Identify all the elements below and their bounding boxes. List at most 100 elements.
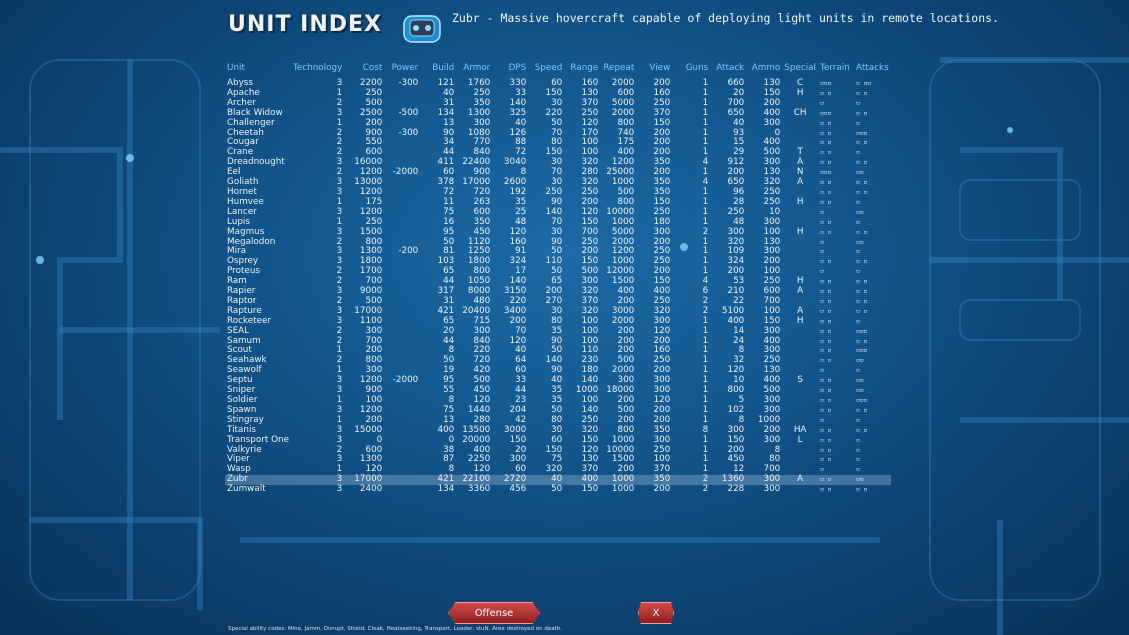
cell-range: 320: [581, 157, 599, 168]
table-row[interactable]: Cheetah 2 900 -300 90 1080 126 70 170 740 200 1 93 0 ▫…: [225, 128, 891, 139]
cell-attack: 14: [733, 325, 745, 336]
cell-range: 300: [581, 276, 599, 287]
table-row[interactable]: Lupis 1 250 16 350 48 70 150 1000 180 1 48 300 ▫ ▫ ▫: [225, 217, 891, 228]
col-speed[interactable]: Speed: [534, 63, 563, 73]
cell-unit-name: Dreadnought: [227, 157, 285, 168]
table-row[interactable]: Valkyrie 2 600 38 400 20 150 120 10000 250 1 200 8 ▫ …: [225, 445, 891, 456]
cell-speed: 35: [551, 395, 563, 405]
table-row[interactable]: Magmus 3 1500 95 450 120 30 700 5000 300 2 300 100 H ▫…: [225, 226, 891, 238]
table-row[interactable]: Cougar 2 550 34 770 88 80 100 175 200 1 15 400 ▫ ▫ ▫ ▫: [225, 138, 891, 148]
col-terrain[interactable]: Terrain: [819, 63, 850, 73]
table-row[interactable]: Abyss 3 2200 -300 121 1760 330 60 160 2000 200 1 660…: [225, 78, 891, 89]
cell-view: 300: [653, 315, 671, 326]
col-range[interactable]: Range: [570, 63, 599, 73]
table-row[interactable]: Soldier 1 100 8 120 23 35 100 200 120 1 5 300 ▫ ▫ ▫▫▫: [225, 395, 891, 406]
col-ammo[interactable]: Ammo: [751, 63, 781, 73]
table-row[interactable]: Scout 1 200 8 220 40 50 110 200 160 1 8 300 ▫ ▫ ▫▫▫: [225, 346, 891, 356]
table-row[interactable]: Seawolf 1 300 19 420 60 90 180 2000 200 1 120 130 ▫ ▫: [225, 365, 891, 376]
table-row[interactable]: Wasp 1 120 8 120 60 320 370 200 370 1 12 700 ▫ ▫: [225, 464, 891, 475]
cell-build: 50: [443, 236, 455, 247]
cell-range: 100: [581, 315, 599, 326]
cell-ammo: 300: [763, 434, 781, 445]
table-row[interactable]: Transport One 3 0 0 20000 150 60 150 1000 300 1 150…: [225, 434, 891, 446]
col-armor[interactable]: Armor: [463, 63, 491, 73]
table-row[interactable]: Humvee 1 175 11 263 35 90 200 800 150 1 28 250 H ▫ ▫ ▫: [225, 196, 891, 208]
table-row[interactable]: Titanis 3 15000 400 13500 3000 30 320 800 350 8 300…: [225, 424, 891, 436]
col-unit[interactable]: Unit: [227, 63, 245, 73]
table-row[interactable]: Septu 3 1200 -2000 95 500 33 40 140 300 300 1 10 400 S…: [225, 375, 891, 386]
table-row[interactable]: Rapier 3 9000 317 8000 3150 200 320 400 400 6 210 60…: [225, 286, 891, 297]
table-row[interactable]: Ram 2 700 44 1050 140 65 300 1500 150 4 53 250 H ▫ ▫ ▫ …: [225, 276, 891, 287]
cell-speed: 80: [551, 315, 563, 326]
table-row[interactable]: Apache 1 250 40 250 33 150 130 600 160 1 20 150 H ▫ ▫ ▫…: [225, 88, 891, 99]
cell-repeat: 3000: [611, 305, 635, 316]
col-guns[interactable]: Guns: [685, 63, 709, 73]
cell-armor: 1050: [467, 276, 491, 287]
table-row[interactable]: Seahawk 2 800 50 720 64 140 230 500 250 1 32 250 ▫ ▫ ▫…: [225, 355, 891, 366]
cell-dps: 3400: [503, 305, 527, 316]
table-row[interactable]: Eel 2 1200 -2000 60 900 8 70 280 25000 200 1 200 130 N…: [225, 167, 891, 178]
table-row[interactable]: Zumwalt 3 2400 134 3360 456 50 150 1000 200 2 228 30…: [225, 484, 891, 495]
table-row[interactable]: Osprey 3 1800 103 1800 324 110 150 1000 250 1 324 20…: [225, 256, 891, 267]
cell-terrain-icons: ▫▫▫: [819, 79, 832, 87]
table-row[interactable]: Rapture 3 17000 421 20400 3400 30 320 3000 320 2 51…: [225, 305, 891, 317]
table-row[interactable]: Samum 2 700 44 840 120 90 100 200 200 1 24 400 ▫ ▫ ▫ ▫: [225, 336, 891, 347]
table-row[interactable]: Challenger 1 200 13 300 40 50 120 800 150 1 40 300 ▫ …: [225, 118, 891, 129]
cell-cost: 1200: [359, 206, 383, 217]
cell-attacks-icons: ▫ ▫: [855, 88, 868, 97]
cell-special: C: [797, 78, 804, 88]
cell-cost: 800: [365, 355, 383, 366]
cell-special: HA: [793, 424, 807, 435]
col-technology[interactable]: Technology: [293, 63, 343, 73]
cell-ammo: 300: [746, 474, 783, 486]
cell-attack: 450: [727, 454, 745, 465]
cell-unit-name: Rocketeer: [227, 315, 272, 326]
col-attacks[interactable]: Attacks: [855, 63, 889, 73]
cell-technology: 1: [336, 345, 343, 356]
cell-terrain-icons: ▫ ▫: [819, 356, 832, 365]
table-row[interactable]: Stingray 1 200 13 280 42 80 250 200 200 1 8 1000 ▫ ▫: [225, 415, 891, 426]
cell-speed: 50: [551, 266, 563, 277]
col-dps[interactable]: DPS: [508, 63, 527, 73]
table-row[interactable]: Spawn 3 1200 75 1440 204 50 140 500 200 1 102 300 ▫ ▫…: [225, 404, 891, 416]
cell-attacks-icons: ▫▫▫: [855, 326, 868, 335]
table-row[interactable]: Lancer 3 1200 75 600 25 140 120 10000 250 1 250 10 ▫ ▫…: [225, 206, 891, 218]
cell-view: 300: [653, 226, 671, 237]
table-row[interactable]: Crane 2 600 44 840 72 150 100 400 200 1 29 500 T ▫ ▫ ▫: [225, 147, 891, 158]
table-row[interactable]: Zubr 3 17000 421 22100 2720 40 400 1000 350 2 1360 3…: [225, 474, 891, 486]
table-row[interactable]: Rocketeer 3 1100 65 715 200 80 100 2000 300 1 400 15…: [225, 315, 891, 327]
col-repeat[interactable]: Repeat: [603, 63, 635, 73]
table-row[interactable]: Mira 3 1300 -200 81 1250 91 50 200 1200 250 1 109 300…: [225, 247, 891, 257]
cell-guns: 1: [702, 196, 709, 207]
table-row[interactable]: Raptor 2 500 31 480 220 270 370 200 250 2 22 700 ▫ ▫ ▫…: [225, 296, 891, 307]
table-row[interactable]: Goliath 3 13000 378 17000 2600 30 320 1000 350 4 65…: [225, 177, 891, 188]
cell-attacks-icons: ▫▫: [855, 376, 864, 385]
table-row[interactable]: SEAL 2 300 20 300 70 35 100 200 120 1 14 300 ▫ ▫ ▫▫▫: [225, 325, 891, 337]
col-special[interactable]: Special: [784, 63, 816, 73]
table-row[interactable]: Black Widow 3 2500 -500 134 1300 325 220 250 2000…: [225, 108, 891, 119]
col-view[interactable]: View: [649, 63, 671, 73]
table-row[interactable]: Megalodon 2 800 50 1120 160 90 250 2000 200 1 320 13…: [225, 236, 891, 248]
cell-cost: 1700: [359, 266, 383, 277]
cell-guns: 1: [702, 256, 709, 267]
offense-button[interactable]: Offense: [448, 602, 540, 624]
cell-power: [384, 337, 420, 347]
col-attack[interactable]: Attack: [716, 63, 745, 73]
cell-speed: 70: [551, 167, 563, 178]
col-cost[interactable]: Cost: [362, 63, 383, 73]
table-row[interactable]: Sniper 3 900 55 450 44 35 1000 18000 300 1 800 500 ▫ …: [225, 385, 891, 396]
cell-repeat: 2000: [611, 365, 635, 376]
table-row[interactable]: Viper 3 1300 87 2250 300 75 130 1500 100 1 450 80 ▫ ▫…: [225, 455, 891, 465]
cell-terrain-icons: ▫ ▫: [819, 197, 832, 206]
close-button[interactable]: X: [638, 602, 674, 624]
col-power[interactable]: Power: [391, 63, 419, 73]
table-row[interactable]: Proteus 2 1700 65 800 17 50 500 12000 200 1 200 100 ▫…: [225, 266, 891, 277]
cell-repeat: 2000: [611, 236, 635, 247]
col-build[interactable]: Build: [432, 63, 455, 73]
cell-repeat: 500: [617, 404, 635, 415]
cell-dps: 140: [509, 97, 527, 108]
table-row[interactable]: Dreadnought 3 16000 411 22400 3040 30 320 1200 35…: [225, 157, 891, 168]
cell-technology: 3: [336, 157, 343, 168]
table-row[interactable]: Hornet 3 1200 72 720 192 250 250 500 350 1 96 250 ▫ ▫…: [225, 187, 891, 198]
table-row[interactable]: Archer 2 500 31 350 140 30 370 5000 250 1 700 200 ▫ ▫: [225, 97, 891, 109]
